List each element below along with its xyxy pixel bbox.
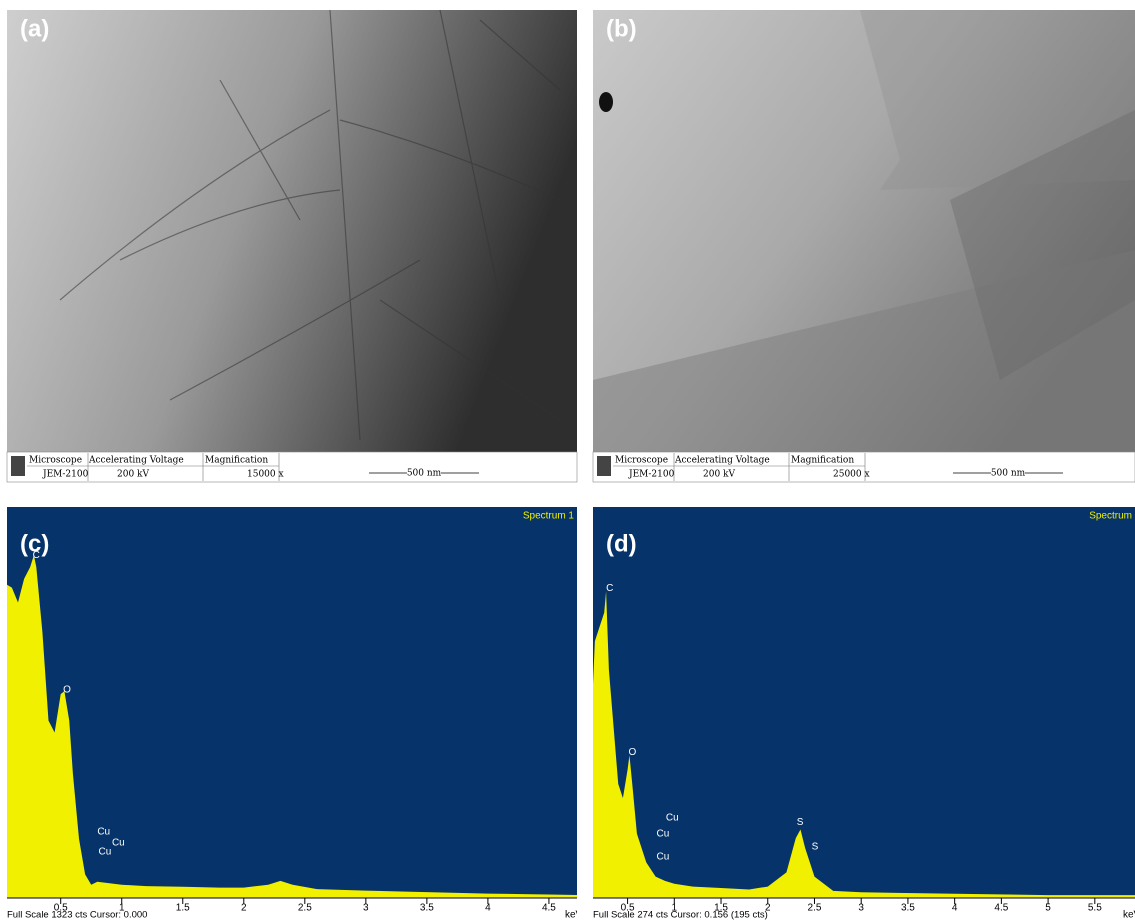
x-tick-label: 3 (858, 903, 864, 914)
peak-label: Cu (97, 827, 110, 838)
x-tick-label: 4.5 (542, 903, 556, 914)
bar-header: Magnification (205, 456, 268, 466)
x-tick-label: 2.5 (808, 903, 822, 914)
scale-label: 500 nm (407, 469, 442, 479)
footer: Full Scale 274 cts Cursor: 0.156 (195 ct… (593, 910, 768, 921)
peak-label: S (812, 841, 819, 852)
x-tick-label: 2.5 (298, 903, 312, 914)
spectrum-title: Spectrum 1 (523, 511, 575, 522)
scope-icon (597, 456, 611, 476)
scale-label: 500 nm (991, 469, 1026, 479)
peak-label: Cu (112, 838, 125, 849)
bar-value: JEM-2100 (42, 470, 89, 480)
peak-label: Cu (99, 847, 112, 858)
panel-label: (b) (606, 15, 637, 42)
bar-header: Magnification (791, 456, 854, 466)
x-tick-label: 3.5 (901, 903, 915, 914)
x-tick-label: 2 (241, 903, 247, 914)
x-unit: keV (565, 910, 583, 921)
peak-label: S (797, 817, 804, 828)
panel-label: (a) (20, 15, 49, 42)
bar-value: 200 kV (117, 470, 149, 480)
peak-label: C (606, 583, 613, 594)
bar-header: Accelerating Voltage (674, 456, 770, 466)
x-unit: keV (1123, 910, 1135, 921)
panel-label: (d) (606, 530, 637, 557)
bar-header: Microscope (29, 456, 82, 466)
x-tick-label: 4 (485, 903, 491, 914)
tem-image-b (593, 10, 1135, 452)
peak-label: O (629, 747, 637, 758)
bar-value: 15000 x (247, 470, 284, 480)
bar-value: 200 kV (703, 470, 735, 480)
peak-label: Cu (657, 851, 670, 862)
peak-label: Cu (657, 828, 670, 839)
x-tick-label: 3.5 (420, 903, 434, 914)
x-tick-label: 4 (952, 903, 958, 914)
panel-label: (c) (20, 530, 49, 557)
scope-icon (11, 456, 25, 476)
x-tick-label: 3 (363, 903, 369, 914)
bar-header: Accelerating Voltage (88, 456, 184, 466)
plot-bg (593, 507, 1135, 898)
x-tick-label: 5.5 (1088, 903, 1102, 914)
tem-image-a (7, 10, 577, 452)
x-tick-label: 1.5 (176, 903, 190, 914)
peak-label: Cu (666, 813, 679, 824)
bar-value: 25000 x (833, 470, 870, 480)
figure: Microscope Accelerating Voltage Magnificat… (0, 0, 1135, 921)
footer: Full Scale 1323 cts Cursor: 0.000 (7, 910, 147, 921)
x-tick-label: 4.5 (994, 903, 1008, 914)
peak-label: O (63, 685, 71, 696)
x-tick-label: 5 (1045, 903, 1051, 914)
spectrum-title: Spectrum (1089, 511, 1132, 522)
bar-header: Microscope (615, 456, 668, 466)
plot-bg (7, 507, 577, 898)
bar-value: JEM-2100 (628, 470, 675, 480)
